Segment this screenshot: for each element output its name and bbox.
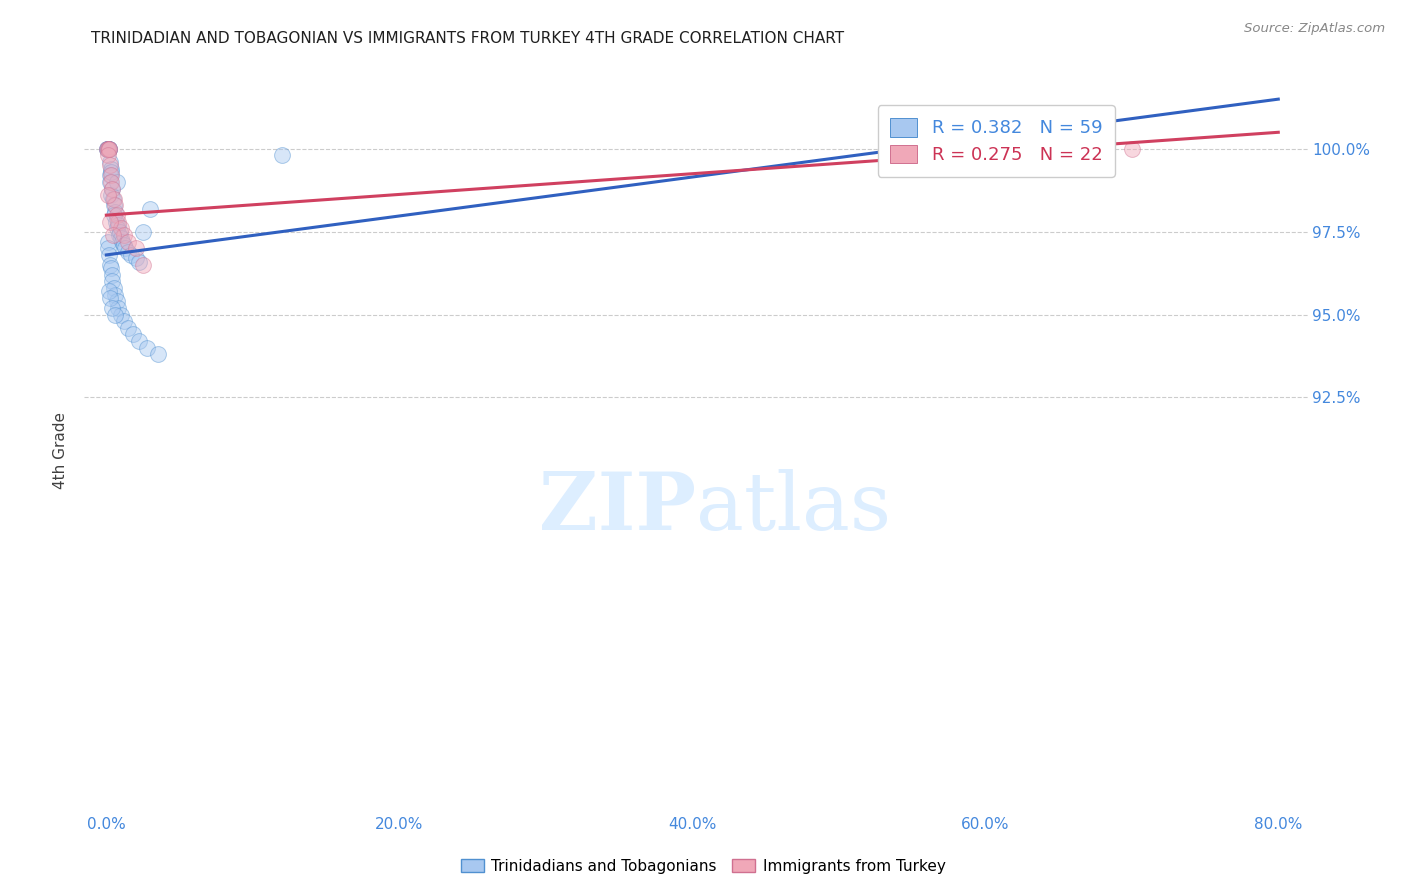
Point — [139, 202, 162, 216]
Point — [98, 169, 121, 183]
Text: ZIP: ZIP — [538, 469, 696, 548]
Point — [103, 198, 125, 212]
Point — [136, 341, 159, 355]
Point — [96, 142, 118, 156]
Point — [107, 301, 129, 315]
Point — [100, 175, 122, 189]
Point — [100, 161, 122, 176]
Point — [104, 198, 127, 212]
Point — [97, 142, 120, 156]
Point — [100, 215, 122, 229]
Point — [101, 181, 124, 195]
Point — [107, 218, 129, 232]
Point — [112, 314, 135, 328]
Point — [104, 308, 127, 322]
Text: TRINIDADIAN AND TOBAGONIAN VS IMMIGRANTS FROM TURKEY 4TH GRADE CORRELATION CHART: TRINIDADIAN AND TOBAGONIAN VS IMMIGRANTS… — [91, 31, 845, 46]
Point — [98, 158, 121, 172]
Point — [124, 251, 146, 265]
Point — [101, 181, 124, 195]
Point — [98, 155, 121, 169]
Point — [111, 235, 134, 249]
Point — [271, 148, 294, 162]
Point — [98, 142, 121, 156]
Legend: Trinidadians and Tobagonians, Immigrants from Turkey: Trinidadians and Tobagonians, Immigrants… — [454, 853, 952, 880]
Point — [120, 248, 142, 262]
Point — [101, 192, 124, 206]
Point — [117, 321, 139, 335]
Point — [105, 294, 128, 309]
Point — [110, 231, 132, 245]
Point — [104, 204, 127, 219]
Point — [105, 175, 128, 189]
Point — [121, 327, 143, 342]
Point — [112, 227, 135, 242]
Point — [100, 175, 122, 189]
Point — [107, 227, 129, 242]
Point — [132, 258, 155, 272]
Point — [105, 208, 128, 222]
Point — [97, 142, 120, 156]
Point — [101, 227, 124, 242]
Point — [132, 225, 155, 239]
Point — [105, 221, 128, 235]
Point — [100, 188, 122, 202]
Point — [100, 165, 122, 179]
Point — [97, 142, 120, 156]
Point — [100, 169, 122, 183]
Point — [101, 275, 124, 289]
Point — [98, 258, 121, 272]
Point — [103, 281, 125, 295]
Point — [112, 238, 135, 252]
Point — [96, 142, 118, 156]
Y-axis label: 4th Grade: 4th Grade — [53, 412, 69, 489]
Point — [101, 268, 124, 282]
Point — [97, 142, 120, 156]
Legend: R = 0.382   N = 59, R = 0.275   N = 22: R = 0.382 N = 59, R = 0.275 N = 22 — [877, 105, 1115, 177]
Point — [97, 188, 120, 202]
Point — [110, 221, 132, 235]
Text: atlas: atlas — [696, 469, 891, 548]
Point — [114, 241, 136, 255]
Point — [98, 248, 121, 262]
Point — [98, 291, 121, 305]
Point — [104, 215, 127, 229]
Point — [108, 225, 131, 239]
Point — [96, 142, 118, 156]
Point — [98, 142, 121, 156]
Point — [97, 142, 120, 156]
Point — [107, 215, 129, 229]
Text: Source: ZipAtlas.com: Source: ZipAtlas.com — [1244, 22, 1385, 36]
Point — [101, 301, 124, 315]
Point — [97, 241, 120, 255]
Point — [128, 334, 150, 348]
Point — [117, 235, 139, 249]
Point — [104, 287, 127, 301]
Point — [100, 261, 122, 276]
Point — [98, 142, 121, 156]
Point — [97, 285, 120, 299]
Point — [96, 142, 118, 156]
Point — [96, 235, 118, 249]
Point — [103, 192, 125, 206]
Point — [128, 254, 150, 268]
Point — [117, 244, 139, 259]
Point — [146, 347, 169, 361]
Point — [1121, 142, 1143, 156]
Point — [124, 241, 146, 255]
Point — [97, 142, 120, 156]
Point — [110, 308, 132, 322]
Point — [96, 148, 118, 162]
Point — [103, 208, 125, 222]
